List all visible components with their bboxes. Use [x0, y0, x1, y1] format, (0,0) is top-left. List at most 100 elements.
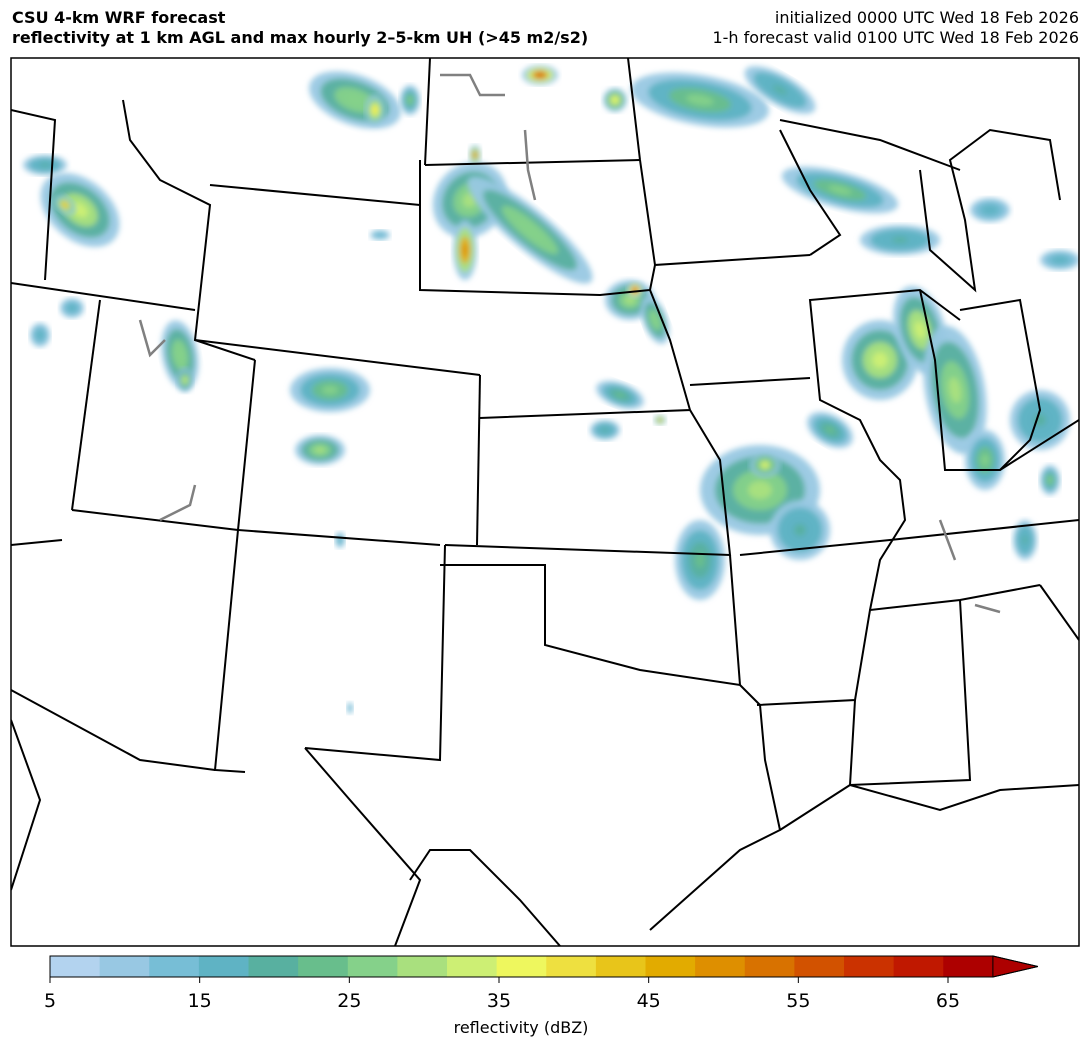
colorbar-segment: [447, 956, 498, 977]
state-border: [11, 539, 63, 546]
reflectivity-cell: [453, 220, 477, 280]
colorbar-segment: [99, 956, 150, 977]
state-borders: [11, 58, 1079, 946]
state-border: [194, 339, 481, 376]
title-line-1: CSU 4-km WRF forecast: [12, 8, 226, 27]
reflectivity-cell: [965, 430, 1005, 490]
state-border: [476, 374, 481, 546]
reflectivity-cell: [640, 296, 670, 344]
state-border: [209, 184, 421, 206]
colorbar-segment: [893, 956, 944, 977]
colorbar-segment: [645, 956, 696, 977]
reflectivity-cell: [469, 145, 481, 165]
reflectivity-cell: [1040, 250, 1079, 270]
state-border: [11, 719, 42, 891]
state-border: [304, 544, 446, 762]
state-border: [479, 289, 692, 419]
state-border: [779, 129, 842, 256]
state-border: [424, 58, 431, 166]
state-border: [71, 299, 101, 511]
state-border: [689, 377, 811, 386]
state-border: [409, 849, 561, 946]
state-border: [444, 409, 732, 557]
reflectivity-cell: [23, 155, 67, 175]
colorbar-extend-arrow: [992, 955, 1039, 978]
state-border: [11, 282, 196, 311]
reflectivity-cell: [522, 65, 558, 85]
colorbar-segment: [546, 956, 597, 977]
colorbar: [49, 955, 1039, 983]
state-border: [122, 99, 256, 361]
state-border: [919, 128, 1061, 293]
reflectivity-cell: [161, 320, 199, 390]
init-time: initialized 0000 UTC Wed 18 Feb 2026: [774, 8, 1079, 27]
reflectivity-cell: [370, 230, 390, 240]
state-border: [627, 58, 656, 266]
colorbar-segment: [198, 956, 250, 977]
colorbar-segment: [794, 956, 845, 977]
state-border: [11, 689, 216, 771]
reflectivity-cell: [923, 325, 987, 455]
reflectivity-cell: [365, 95, 385, 125]
reflectivity-cell: [970, 198, 1010, 222]
state-border: [779, 119, 961, 171]
colorbar-tick-label: 15: [187, 990, 212, 1012]
state-border: [1039, 584, 1079, 641]
colorbar-segment: [695, 956, 746, 977]
state-border: [213, 529, 246, 773]
colorbar-segment: [397, 956, 448, 977]
colorbar-segment: [595, 956, 647, 977]
state-border: [440, 554, 742, 687]
state-border: [999, 419, 1079, 471]
state-border: [71, 509, 239, 531]
reflectivity-cell: [596, 380, 644, 410]
colorbar-segment: [943, 956, 994, 977]
reflectivity-cell: [347, 702, 353, 714]
colorbar-segment: [347, 956, 398, 977]
reflectivity-cell: [1013, 520, 1037, 560]
colorbar-outline: [49, 955, 1039, 978]
colorbar-tick-label: 5: [43, 990, 57, 1012]
colorbar-segment: [496, 956, 547, 977]
reflectivity-cell: [54, 195, 76, 215]
lake-outline: [159, 484, 197, 522]
reflectivity-cell: [750, 453, 780, 477]
state-border: [848, 599, 972, 787]
colorbar-segment: [149, 956, 200, 977]
colorbar-segment: [50, 956, 101, 977]
state-border: [756, 584, 1041, 706]
reflectivity-cell: [627, 282, 643, 298]
state-border: [808, 288, 961, 611]
reflectivity-cell: [467, 176, 593, 284]
colorbar-segment: [844, 956, 895, 977]
reflectivity-cell: [295, 435, 345, 465]
reflectivity-cell: [1010, 390, 1070, 450]
reflectivity-cell: [807, 411, 853, 449]
reflectivity-cell: [60, 298, 84, 318]
reflectivity-cell: [860, 225, 940, 255]
reflectivity-cell: [177, 368, 193, 392]
reflectivity-cell: [603, 88, 627, 112]
colorbar-segment: [298, 956, 349, 977]
state-border: [919, 289, 1042, 471]
map-frame: [10, 57, 1080, 947]
colorbar-tick-label: 45: [636, 990, 661, 1012]
colorbar-tick-label: 25: [337, 990, 362, 1012]
reflectivity-cell: [400, 85, 420, 115]
reflectivity-cell: [1040, 465, 1060, 495]
colorbar-segment: [248, 956, 299, 977]
state-border: [11, 109, 57, 281]
title-line-2: reflectivity at 1 km AGL and max hourly …: [12, 28, 589, 47]
state-border: [419, 160, 811, 297]
colorbar-tick-label: 35: [486, 990, 512, 1012]
state-border: [779, 783, 1079, 831]
reflectivity-cell: [744, 66, 816, 114]
reflectivity-cell: [781, 166, 899, 214]
reflectivity-cell: [770, 500, 830, 560]
reflectivity-cell: [590, 420, 620, 440]
state-border: [649, 684, 782, 931]
reflectivity-cell: [654, 415, 666, 425]
lake-outline: [440, 73, 505, 97]
lake-outline: [974, 603, 1001, 614]
